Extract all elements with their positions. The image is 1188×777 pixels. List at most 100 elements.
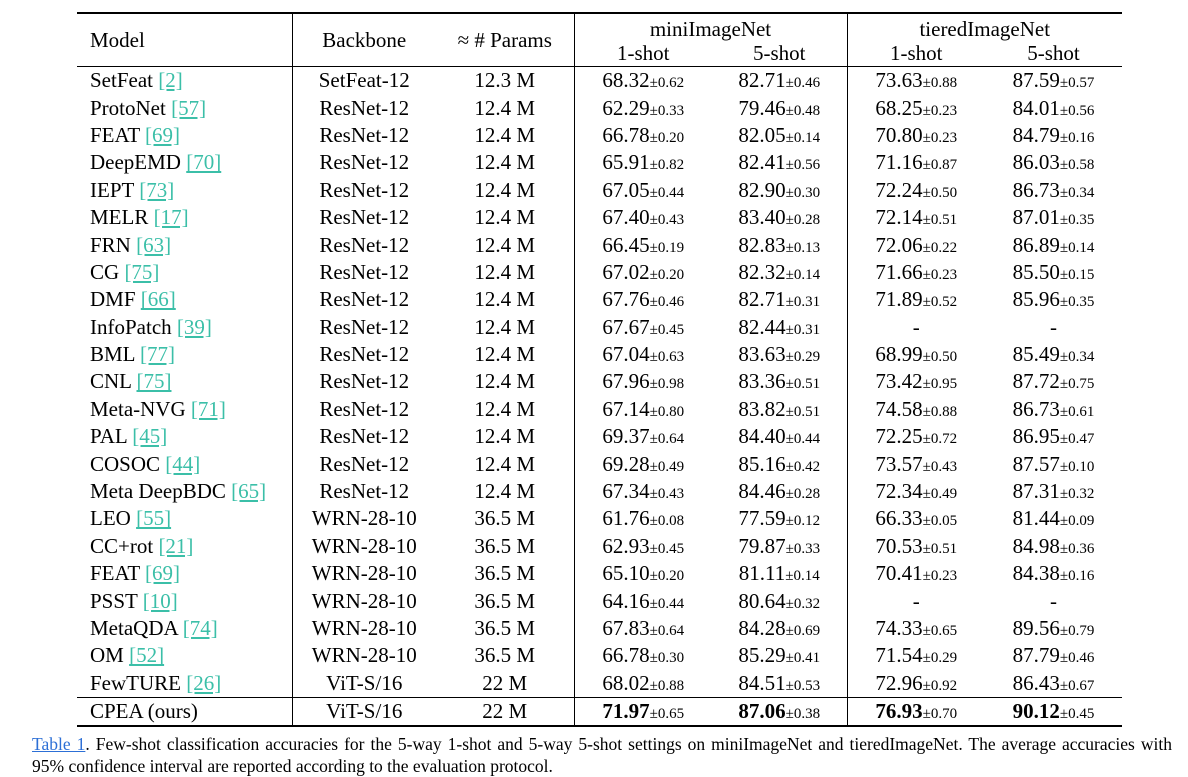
cell-params: 36.5 M (436, 615, 574, 642)
confidence-interval: ±0.14 (785, 266, 821, 283)
cell-params: 12.4 M (436, 396, 574, 423)
cell-params: 36.5 M (436, 642, 574, 669)
cell-tiered-1shot: 72.14±0.51 (846, 203, 985, 232)
citation-link[interactable]: [57] (171, 95, 207, 120)
citation-link[interactable]: [73] (139, 177, 175, 202)
cell-tiered-5shot: - (985, 314, 1122, 341)
cell-tiered-5shot: 81.44±0.09 (985, 505, 1122, 532)
confidence-interval: ±0.65 (649, 705, 685, 722)
citation-link[interactable]: [55] (136, 506, 172, 531)
accuracy-value: 86.73 (1012, 396, 1060, 421)
accuracy-value: 82.05 (738, 122, 786, 147)
backbone-name: ResNet-12 (319, 232, 410, 257)
cell-mini-1shot: 69.28±0.49 (573, 450, 712, 478)
citation-link[interactable]: [77] (139, 342, 175, 367)
accuracy-value: 73.63 (875, 68, 923, 93)
cell-backbone: SetFeat-12 (291, 66, 436, 95)
accuracy-value: 83.82 (738, 396, 786, 421)
confidence-interval: ±0.50 (922, 184, 958, 201)
cell-backbone: WRN-28-10 (291, 587, 436, 615)
table-caption: Table 1. Few-shot classification accurac… (32, 733, 1172, 777)
header-params: ≈ # Params (457, 27, 552, 52)
confidence-interval: ±0.79 (1059, 623, 1095, 639)
accuracy-value: 86.03 (1012, 150, 1060, 175)
confidence-interval: ±0.45 (1059, 705, 1095, 722)
confidence-interval: ±0.80 (649, 403, 685, 420)
citation-link[interactable]: [17] (153, 205, 189, 230)
citation-link[interactable]: [66] (140, 287, 176, 312)
cell-params: 12.4 M (436, 478, 574, 505)
accuracy-value: 82.32 (738, 259, 786, 284)
accuracy-value: 87.01 (1012, 205, 1060, 230)
citation-link[interactable]: [75] (124, 259, 160, 284)
accuracy-value: 61.76 (602, 506, 650, 531)
model-name: Meta-NVG (90, 396, 186, 421)
confidence-interval: ±0.20 (649, 266, 685, 283)
citation-link[interactable]: [74] (182, 616, 218, 640)
cell-mini-1shot: 61.76±0.08 (573, 505, 712, 533)
model-name: InfoPatch (90, 314, 172, 339)
table-row: LEO [55] WRN-28-10 36.5 M 61.76±0.08 77.59±0… (77, 505, 1122, 533)
cell-mini-1shot: 66.45±0.19 (573, 231, 712, 259)
cell-tiered-5shot: 87.72±0.75 (985, 368, 1122, 395)
confidence-interval: ±0.88 (922, 403, 958, 420)
table-label-link[interactable]: Table 1 (32, 734, 86, 754)
confidence-interval: ±0.72 (922, 431, 958, 448)
accuracy-value: 80.64 (738, 588, 786, 613)
confidence-interval: ±0.44 (649, 595, 685, 612)
confidence-interval: ±0.45 (649, 321, 685, 338)
cell-tiered-1shot: 73.42±0.95 (846, 368, 985, 396)
confidence-interval: ±0.70 (922, 705, 958, 722)
citation-link[interactable]: [52] (129, 643, 165, 668)
backbone-name: ResNet-12 (319, 95, 410, 120)
citation-link[interactable]: [75] (136, 369, 172, 394)
citation-link[interactable]: [65] (231, 479, 267, 504)
citation-link[interactable]: [44] (165, 451, 201, 476)
cell-params: 12.4 M (436, 423, 574, 450)
citation-link[interactable]: [70] (186, 150, 222, 175)
accuracy-value: 85.16 (738, 451, 786, 476)
accuracy-value: 77.59 (738, 506, 786, 531)
confidence-interval: ±0.28 (785, 212, 821, 229)
accuracy-value: 84.98 (1012, 533, 1060, 558)
backbone-name: ResNet-12 (319, 287, 410, 312)
header-row-2: 1-shot 5-shot 1-shot 5-shot (77, 40, 1122, 67)
cell-tiered-5shot: 87.57±0.10 (985, 450, 1122, 477)
citation-link[interactable]: [2] (158, 68, 183, 93)
confidence-interval: ±0.46 (785, 75, 821, 92)
model-name: Meta DeepBDC (90, 479, 226, 504)
confidence-interval: ±0.14 (785, 568, 820, 585)
citation-link[interactable]: [71] (190, 396, 226, 421)
accuracy-value: 84.46 (738, 479, 786, 504)
accuracy-value: 70.80 (875, 122, 923, 147)
citation-link[interactable]: [69] (145, 122, 181, 147)
citation-link[interactable]: [26] (186, 670, 222, 695)
confidence-interval: ±0.14 (785, 129, 821, 146)
cell-params: 12.4 M (436, 204, 574, 231)
citation-link[interactable]: [10] (142, 588, 178, 613)
citation-link[interactable]: [45] (132, 424, 168, 449)
accuracy-value: 72.96 (875, 670, 923, 695)
cell-tiered-1shot: 74.33±0.65 (846, 614, 985, 643)
table-row: BML [77] ResNet-12 12.4 M 67.04±0.63 83.63±0… (77, 340, 1122, 369)
param-count: 12.4 M (474, 287, 536, 312)
accuracy-value: 67.04 (602, 342, 650, 367)
model-name: DMF (90, 287, 136, 312)
citation-link[interactable]: [21] (158, 533, 194, 558)
accuracy-value: 66.33 (875, 506, 923, 531)
cell-tiered-1shot: 72.24±0.50 (846, 176, 985, 204)
citation-link[interactable]: [63] (136, 232, 172, 257)
param-count: 12.4 M (474, 369, 536, 394)
backbone-name: ViT-S/16 (326, 698, 403, 723)
citation-link[interactable]: [39] (176, 314, 212, 339)
accuracy-value: 68.02 (602, 670, 650, 695)
accuracy-value: 85.50 (1012, 259, 1060, 284)
accuracy-value: 62.29 (602, 95, 650, 120)
citation-link[interactable]: [69] (145, 561, 181, 586)
table-row: Meta-NVG [71] ResNet-12 12.4 M 67.14±0.80 83… (77, 395, 1122, 424)
cell-tiered-5shot: 87.31±0.32 (985, 478, 1122, 505)
cell-tiered-1shot: 71.16±0.87 (846, 149, 985, 177)
cell-backbone: WRN-28-10 (291, 642, 436, 670)
model-name: COSOC (90, 451, 161, 476)
confidence-interval: ±0.31 (785, 294, 821, 311)
